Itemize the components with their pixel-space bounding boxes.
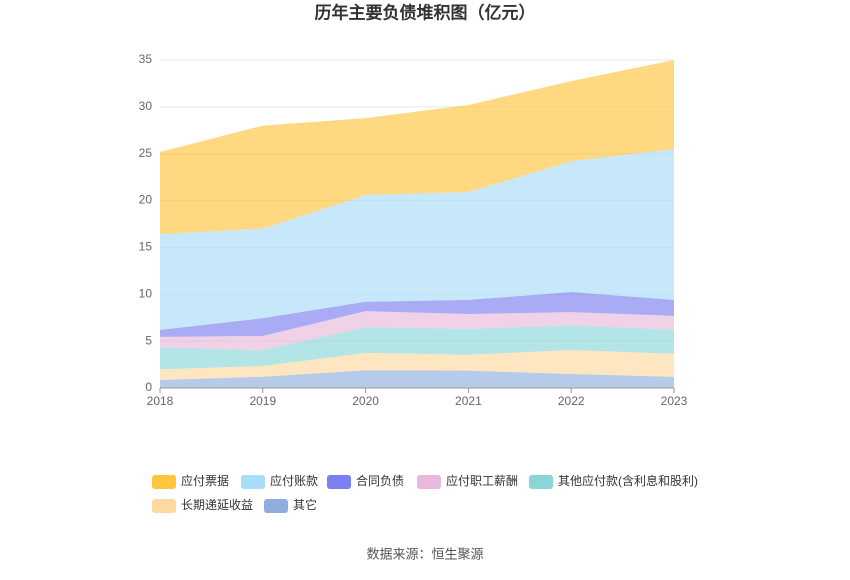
y-tick-label: 35 xyxy=(139,52,153,66)
x-tick-label: 2020 xyxy=(352,394,379,408)
area xyxy=(160,325,674,370)
legend-label[interactable]: 应付票据 xyxy=(181,473,229,488)
legend-label[interactable]: 应付账款 xyxy=(270,473,318,488)
source: 数据来源：恒生聚源 xyxy=(366,546,483,561)
legend-swatch[interactable] xyxy=(327,475,351,489)
legend-label[interactable]: 应付职工薪酬 xyxy=(446,473,518,488)
y-tick-label: 25 xyxy=(139,146,153,160)
x-tick-label: 2018 xyxy=(147,394,174,408)
y-tick-label: 30 xyxy=(139,99,153,113)
area xyxy=(160,350,674,381)
legend-swatch[interactable] xyxy=(417,475,441,489)
x-tick-label: 2019 xyxy=(249,394,276,408)
area xyxy=(160,60,674,235)
legend-label[interactable]: 其它 xyxy=(293,497,317,512)
legend-swatch[interactable] xyxy=(529,475,553,489)
area xyxy=(160,291,674,337)
area xyxy=(160,311,674,351)
legend-swatch[interactable] xyxy=(152,475,176,489)
y-tick-label: 10 xyxy=(139,286,153,300)
legend-label[interactable]: 合同负债 xyxy=(356,473,404,488)
area xyxy=(160,370,674,388)
x-tick-label: 2021 xyxy=(455,394,482,408)
x-tick-label: 2022 xyxy=(558,394,585,408)
y-tick-label: 5 xyxy=(145,333,152,347)
y-tick-label: 0 xyxy=(145,380,152,394)
x-tick-label: 2023 xyxy=(661,394,688,408)
y-tick-label: 20 xyxy=(139,193,153,207)
legend-swatch[interactable] xyxy=(152,499,176,513)
legend-label[interactable]: 其他应付款(含利息和股利) xyxy=(558,473,698,488)
legend-label[interactable]: 长期递延收益 xyxy=(181,498,253,512)
legend-swatch[interactable] xyxy=(241,475,265,489)
chart-title: 历年主要负债堆积图（亿元） xyxy=(315,2,536,22)
legend-swatch[interactable] xyxy=(264,499,288,513)
area xyxy=(160,149,674,330)
y-tick-label: 15 xyxy=(139,240,153,254)
